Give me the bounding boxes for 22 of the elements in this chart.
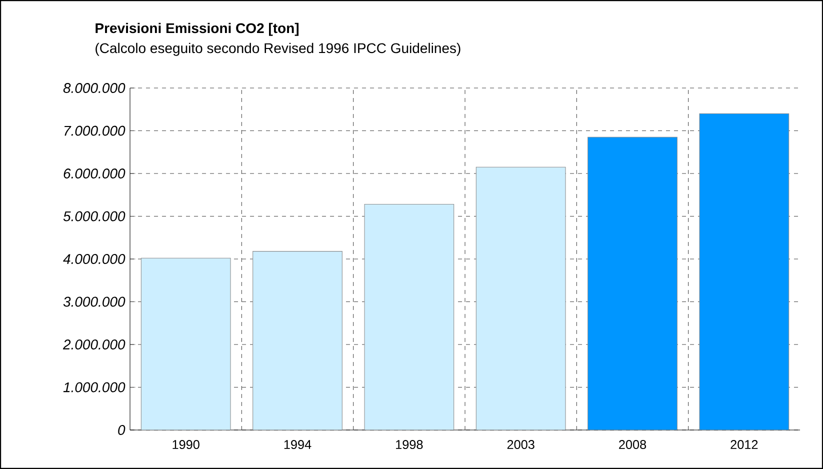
x-tick-label: 1994 — [284, 440, 312, 450]
y-tick-label: 7.000.000 — [64, 126, 126, 136]
y-tick-label: 8.000.000 — [63, 83, 126, 93]
y-tick-label: 5.000.000 — [63, 211, 126, 222]
chart-title: Previsioni Emissioni CO2 [ton] — [96, 22, 299, 36]
x-tick-label: 2008 — [619, 440, 646, 450]
bar — [476, 166, 566, 430]
x-tick-label: 1998 — [396, 440, 423, 450]
bar — [364, 204, 454, 430]
bar — [140, 258, 231, 430]
chart-subtitle: (Calcolo eseguito secondo Revised 1996 IPCC Guidelines) — [96, 42, 460, 56]
x-tick-label: 1990 — [172, 440, 200, 450]
bar — [699, 113, 790, 430]
bar — [252, 251, 342, 430]
y-tick-label: 0 — [118, 425, 126, 435]
x-tick-label: 2012 — [730, 440, 758, 450]
y-tick-label: 3.000.000 — [63, 296, 126, 307]
y-tick-label: 1.000.000 — [63, 382, 126, 392]
x-tick-label: 2003 — [507, 440, 534, 450]
y-tick-label: 4.000.000 — [63, 254, 126, 264]
y-tick-label: 2.000.000 — [62, 340, 126, 350]
y-tick-label: 6.000.000 — [64, 168, 126, 178]
